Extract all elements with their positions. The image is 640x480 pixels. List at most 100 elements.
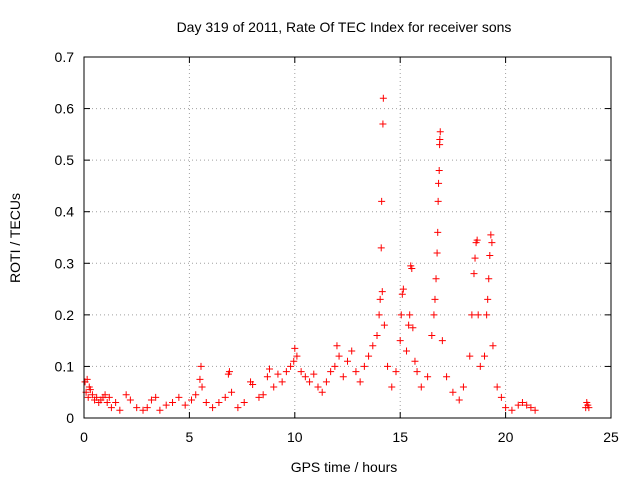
data-point: [147, 396, 155, 404]
y-axis-label: ROTI / TECUs: [7, 193, 23, 283]
data-point: [356, 378, 364, 386]
data-point: [399, 285, 407, 293]
data-point: [408, 264, 416, 272]
data-point: [209, 404, 217, 412]
data-point: [428, 331, 436, 339]
x-tick-label: 25: [603, 429, 619, 445]
data-point: [378, 288, 386, 296]
data-point: [339, 373, 347, 381]
data-point: [379, 94, 387, 102]
data-point: [508, 406, 516, 414]
data-point: [436, 128, 444, 136]
data-point: [314, 383, 322, 391]
data-point: [196, 375, 204, 383]
data-point: [481, 352, 489, 360]
data-point: [143, 404, 151, 412]
data-point: [215, 399, 223, 407]
data-point: [259, 391, 267, 399]
data-point: [378, 197, 386, 205]
data-point: [376, 295, 384, 303]
data-point: [83, 375, 91, 383]
data-point: [487, 231, 495, 239]
data-point: [369, 342, 377, 350]
data-point: [310, 370, 318, 378]
data-point: [459, 383, 467, 391]
data-point: [470, 270, 478, 278]
data-point: [375, 311, 383, 319]
data-point: [411, 357, 419, 365]
data-point: [293, 352, 301, 360]
data-point: [527, 404, 535, 412]
data-point: [352, 368, 360, 376]
data-point: [175, 393, 183, 401]
data-point: [377, 244, 385, 252]
data-point: [322, 378, 330, 386]
data-point: [398, 290, 406, 298]
plot-frame: [83, 56, 612, 419]
data-point: [455, 396, 463, 404]
y-tick-label: 0.5: [55, 152, 75, 168]
data-point: [249, 380, 257, 388]
data-point: [291, 344, 299, 352]
data-point: [162, 401, 170, 409]
data-point: [327, 368, 335, 376]
data-point: [156, 406, 164, 414]
data-point: [335, 352, 343, 360]
data-point: [348, 347, 356, 355]
x-tick-label: 10: [287, 429, 303, 445]
data-point: [88, 391, 96, 399]
data-point: [103, 399, 111, 407]
data-point: [403, 347, 411, 355]
data-points: [81, 94, 593, 414]
data-point: [384, 362, 392, 370]
data-point: [436, 136, 444, 144]
data-point: [133, 404, 141, 412]
data-point: [234, 404, 242, 412]
data-point: [489, 342, 497, 350]
data-point: [282, 368, 290, 376]
y-tick-label: 0.6: [55, 101, 75, 117]
x-tick-label: 20: [498, 429, 514, 445]
data-point: [86, 386, 94, 394]
data-point: [514, 401, 522, 409]
x-axis-label: GPS time / hours: [291, 459, 398, 475]
data-point: [198, 383, 206, 391]
data-point: [197, 362, 205, 370]
data-point: [434, 228, 442, 236]
data-point: [263, 373, 271, 381]
data-point: [139, 406, 147, 414]
data-point: [484, 295, 492, 303]
data-point: [432, 275, 440, 283]
y-tick-label: 0.4: [55, 204, 75, 220]
data-point: [84, 393, 92, 401]
data-point: [406, 311, 414, 319]
data-point: [116, 406, 124, 414]
data-point: [126, 396, 134, 404]
data-point: [531, 406, 539, 414]
y-tick-label: 0: [66, 410, 74, 426]
data-point: [435, 179, 443, 187]
data-point: [413, 368, 421, 376]
data-point: [107, 404, 115, 412]
data-point: [435, 166, 443, 174]
data-point: [225, 368, 233, 376]
data-point: [202, 399, 210, 407]
data-point: [388, 383, 396, 391]
data-point: [493, 383, 501, 391]
data-point: [497, 393, 505, 401]
data-point: [122, 391, 130, 399]
data-point: [331, 362, 339, 370]
data-point: [373, 331, 381, 339]
y-tick-label: 0.1: [55, 358, 75, 374]
grid-lines: [84, 57, 611, 418]
data-point: [290, 357, 298, 365]
data-point: [523, 401, 531, 409]
data-point: [274, 370, 282, 378]
data-point: [318, 388, 326, 396]
data-point: [433, 249, 441, 257]
data-point: [266, 365, 274, 373]
data-point: [192, 391, 200, 399]
data-point: [181, 401, 189, 409]
data-point: [93, 393, 101, 401]
